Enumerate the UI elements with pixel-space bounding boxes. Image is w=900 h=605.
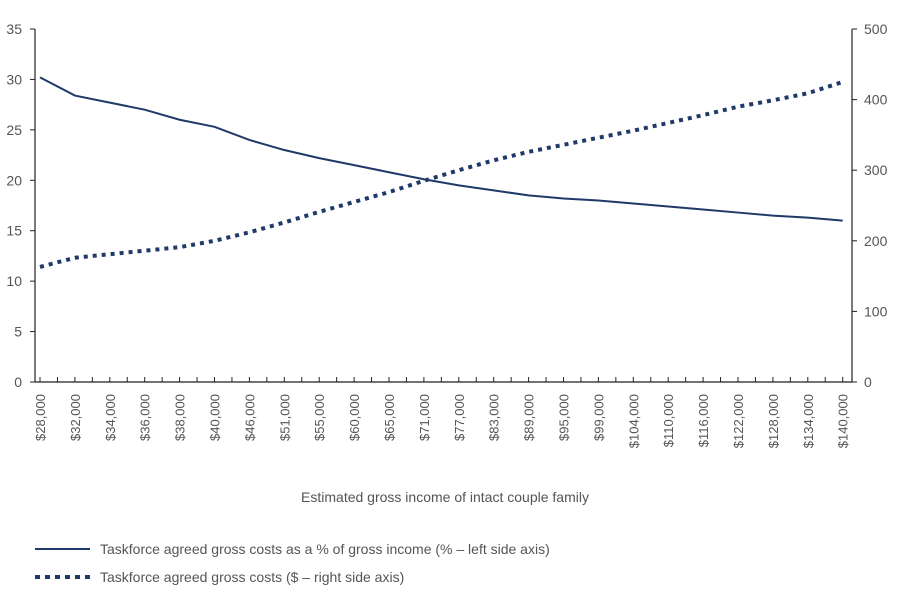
x-tick-label: $122,000 (731, 394, 746, 448)
x-tick-label: $32,000 (68, 394, 83, 441)
right-tick-label: 500 (864, 21, 888, 37)
left-tick-label: 15 (6, 223, 22, 239)
left-tick-label: 5 (14, 324, 22, 340)
x-tick-label: $46,000 (242, 394, 257, 441)
legend-label-1: Taskforce agreed gross costs ($ – right … (100, 569, 404, 585)
legend: Taskforce agreed gross costs as a % of g… (35, 541, 550, 585)
left-tick-label: 35 (6, 21, 22, 37)
x-tick-label: $99,000 (591, 394, 606, 441)
left-tick-label: 25 (6, 122, 22, 138)
right-tick-label: 0 (864, 374, 872, 390)
right-tick-label: 300 (864, 162, 888, 178)
x-tick-label: $134,000 (801, 394, 816, 448)
x-tick-label: $128,000 (766, 394, 781, 448)
x-tick-label: $38,000 (173, 394, 188, 441)
x-tick-label: $140,000 (836, 394, 851, 448)
x-tick-label: $116,000 (696, 394, 711, 447)
x-tick-label: $77,000 (452, 394, 467, 441)
series-line-0 (40, 77, 843, 220)
left-tick-label: 10 (6, 273, 22, 289)
x-tick-label: $95,000 (557, 394, 572, 441)
left-tick-label: 30 (6, 71, 22, 87)
legend-label-0: Taskforce agreed gross costs as a % of g… (100, 541, 550, 557)
left-tick-label: 0 (14, 374, 22, 390)
x-tick-label: $104,000 (626, 394, 641, 448)
x-tick-label: $51,000 (277, 394, 292, 441)
x-tick-label: $36,000 (138, 394, 153, 441)
x-tick-label: $83,000 (487, 394, 502, 441)
x-tick-label: $110,000 (661, 394, 676, 447)
left-tick-label: 20 (6, 172, 22, 188)
x-tick-label: $89,000 (522, 394, 537, 441)
x-axis-label: Estimated gross income of intact couple … (301, 489, 589, 505)
axes: 0 5 10 15 20 25 30 35 0 100 200 300 400 500 $28,000 $32… (6, 21, 887, 448)
series-line-1 (40, 82, 843, 267)
series-layer (40, 77, 843, 267)
x-tick-label: $60,000 (347, 394, 362, 441)
x-tick-label: $40,000 (208, 394, 223, 441)
right-tick-label: 100 (864, 303, 888, 319)
x-tick-label: $71,000 (417, 394, 432, 441)
right-tick-label: 200 (864, 233, 888, 249)
right-tick-label: 400 (864, 92, 888, 108)
x-tick-label: $65,000 (382, 394, 397, 441)
x-tick-label: $34,000 (103, 394, 118, 441)
x-tick-label: $55,000 (312, 394, 327, 441)
x-tick-label: $28,000 (33, 394, 48, 441)
